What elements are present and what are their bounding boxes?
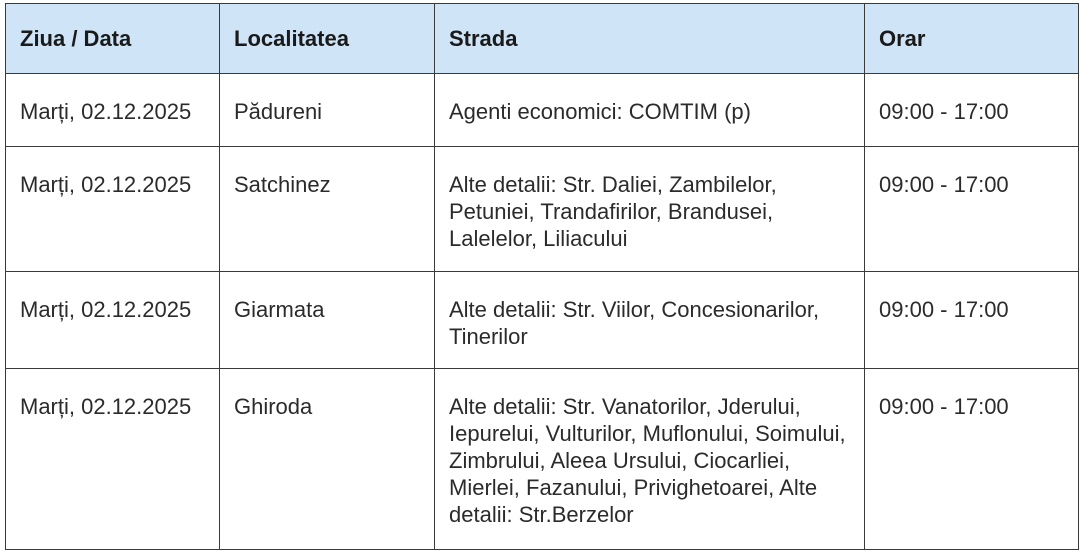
table-cell: Ghiroda — [219, 368, 435, 550]
cell-text: 09:00 - 17:00 — [879, 99, 1009, 124]
header-cell: Ziua / Data — [5, 3, 220, 74]
header-text: Ziua / Data — [20, 26, 132, 51]
cell-text: 09:00 - 17:00 — [879, 297, 1009, 322]
table-cell: 09:00 - 17:00 — [864, 368, 1079, 550]
table-cell: Pădureni — [219, 73, 435, 147]
cell-text: 09:00 - 17:00 — [879, 394, 1009, 419]
cell-text: 09:00 - 17:00 — [879, 172, 1009, 197]
cell-text: Mierlei, Fazanului, Privighetoarei, Alte — [449, 475, 818, 500]
cell-text: Marți, 02.12.2025 — [20, 172, 192, 197]
table-cell: Marți, 02.12.2025 — [5, 368, 220, 550]
table-cell: Alte detalii: Str. Daliei, Zambilelor, Pe… — [434, 146, 865, 272]
header-cell: Localitatea — [219, 3, 435, 74]
table-cell: Satchinez — [219, 146, 435, 272]
cell-text: Zimbrului, Aleea Ursului, Ciocarliei, — [449, 448, 791, 473]
cell-text: Satchinez — [234, 172, 331, 197]
cell-text: Alte detalii: Str. Vanatorilor, Jderului… — [449, 394, 801, 419]
cell-text: Alte detalii: Str. Daliei, Zambilelor, — [449, 172, 777, 197]
header-cell: Orar — [864, 3, 1079, 74]
table-cell: Alte detalii: Str. Viilor, Concesionaril… — [434, 271, 865, 369]
cell-text: Pădureni — [234, 99, 323, 124]
cell-text: Ghiroda — [234, 394, 313, 419]
cell-text: Iepurelui, Vulturilor, Muflonului, Soimu… — [449, 421, 846, 446]
cell-text: Marți, 02.12.2025 — [20, 394, 192, 419]
cell-text: Petuniei, Trandafirilor, Brandusei, — [449, 199, 774, 224]
header-cell: Strada — [434, 3, 865, 74]
header-text: Localitatea — [234, 26, 349, 51]
table-cell: Marți, 02.12.2025 — [5, 73, 220, 147]
table-cell: Marți, 02.12.2025 — [5, 146, 220, 272]
cell-text: Alte detalii: Str. Viilor, Concesionaril… — [449, 297, 820, 322]
cell-text: Giarmata — [234, 297, 325, 322]
table-cell: 09:00 - 17:00 — [864, 73, 1079, 147]
cell-text: Tinerilor — [449, 324, 528, 349]
header-text: Strada — [449, 26, 518, 51]
cell-text: Lalelelor, Liliacului — [449, 226, 628, 251]
table-cell: Alte detalii: Str. Vanatorilor, Jderului… — [434, 368, 865, 550]
table-cell: Marți, 02.12.2025 — [5, 271, 220, 369]
header-text: Orar — [879, 26, 926, 51]
table-cell: Agenti economici: COMTIM (p) — [434, 73, 865, 147]
table-cell: 09:00 - 17:00 — [864, 146, 1079, 272]
cell-text: Agenti economici: COMTIM (p) — [449, 99, 751, 124]
table-cell: Giarmata — [219, 271, 435, 369]
cell-text: Marți, 02.12.2025 — [20, 99, 192, 124]
cell-text: Marți, 02.12.2025 — [20, 297, 192, 322]
table-cell: 09:00 - 17:00 — [864, 271, 1079, 369]
cell-text: detalii: Str.Berzelor — [449, 502, 634, 527]
